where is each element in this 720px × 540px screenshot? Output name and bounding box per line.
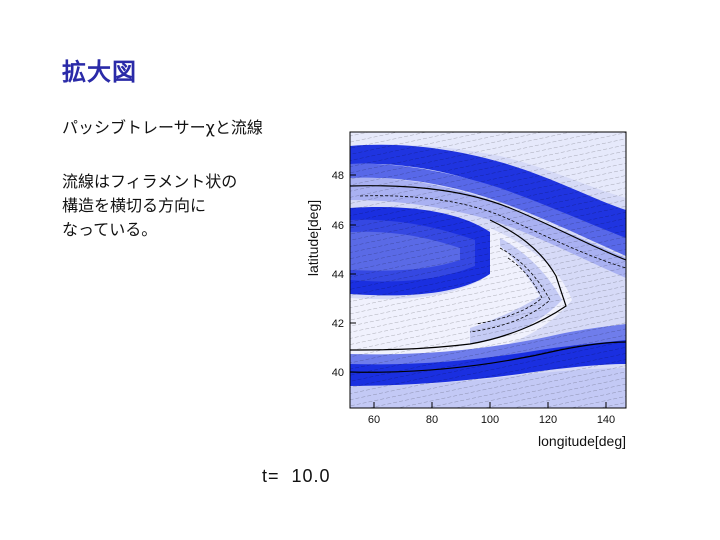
slide-body: パッシブトレーサーχと流線 流線はフィラメント状の 構造を横切る方向に なってい… bbox=[62, 116, 263, 242]
x-tick-label: 60 bbox=[368, 414, 380, 426]
y-axis: 40 42 44 46 48 latitude[deg] bbox=[305, 170, 356, 379]
y-tick-label: 40 bbox=[332, 367, 344, 379]
x-axis: 60 80 100 120 140 longitude[deg] bbox=[368, 402, 626, 449]
body-line-1: パッシブトレーサーχと流線 bbox=[62, 118, 263, 137]
x-axis-title: longitude[deg] bbox=[538, 433, 626, 449]
y-tick-label: 48 bbox=[332, 170, 344, 182]
x-tick-label: 140 bbox=[597, 414, 615, 426]
contour-plot: 60 80 100 120 140 longitude[deg] 40 42 4… bbox=[300, 128, 640, 458]
y-axis-title: latitude[deg] bbox=[305, 200, 321, 276]
y-tick-label: 42 bbox=[332, 318, 344, 330]
contour-field bbox=[350, 132, 626, 408]
plot-frame bbox=[349, 131, 627, 409]
x-tick-label: 120 bbox=[539, 414, 557, 426]
body-line-2: 流線はフィラメント状の bbox=[62, 172, 238, 191]
y-tick-label: 44 bbox=[332, 269, 344, 281]
body-line-3: 構造を横切る方向に bbox=[62, 196, 207, 215]
slide-title: 拡大図 bbox=[62, 58, 137, 86]
contour-plot-svg: 60 80 100 120 140 longitude[deg] 40 42 4… bbox=[305, 131, 627, 449]
x-tick-label: 80 bbox=[426, 414, 438, 426]
y-tick-label: 46 bbox=[332, 220, 344, 232]
body-line-4: なっている。 bbox=[62, 220, 158, 239]
time-label: t= 10.0 bbox=[262, 466, 331, 486]
x-tick-label: 100 bbox=[481, 414, 499, 426]
